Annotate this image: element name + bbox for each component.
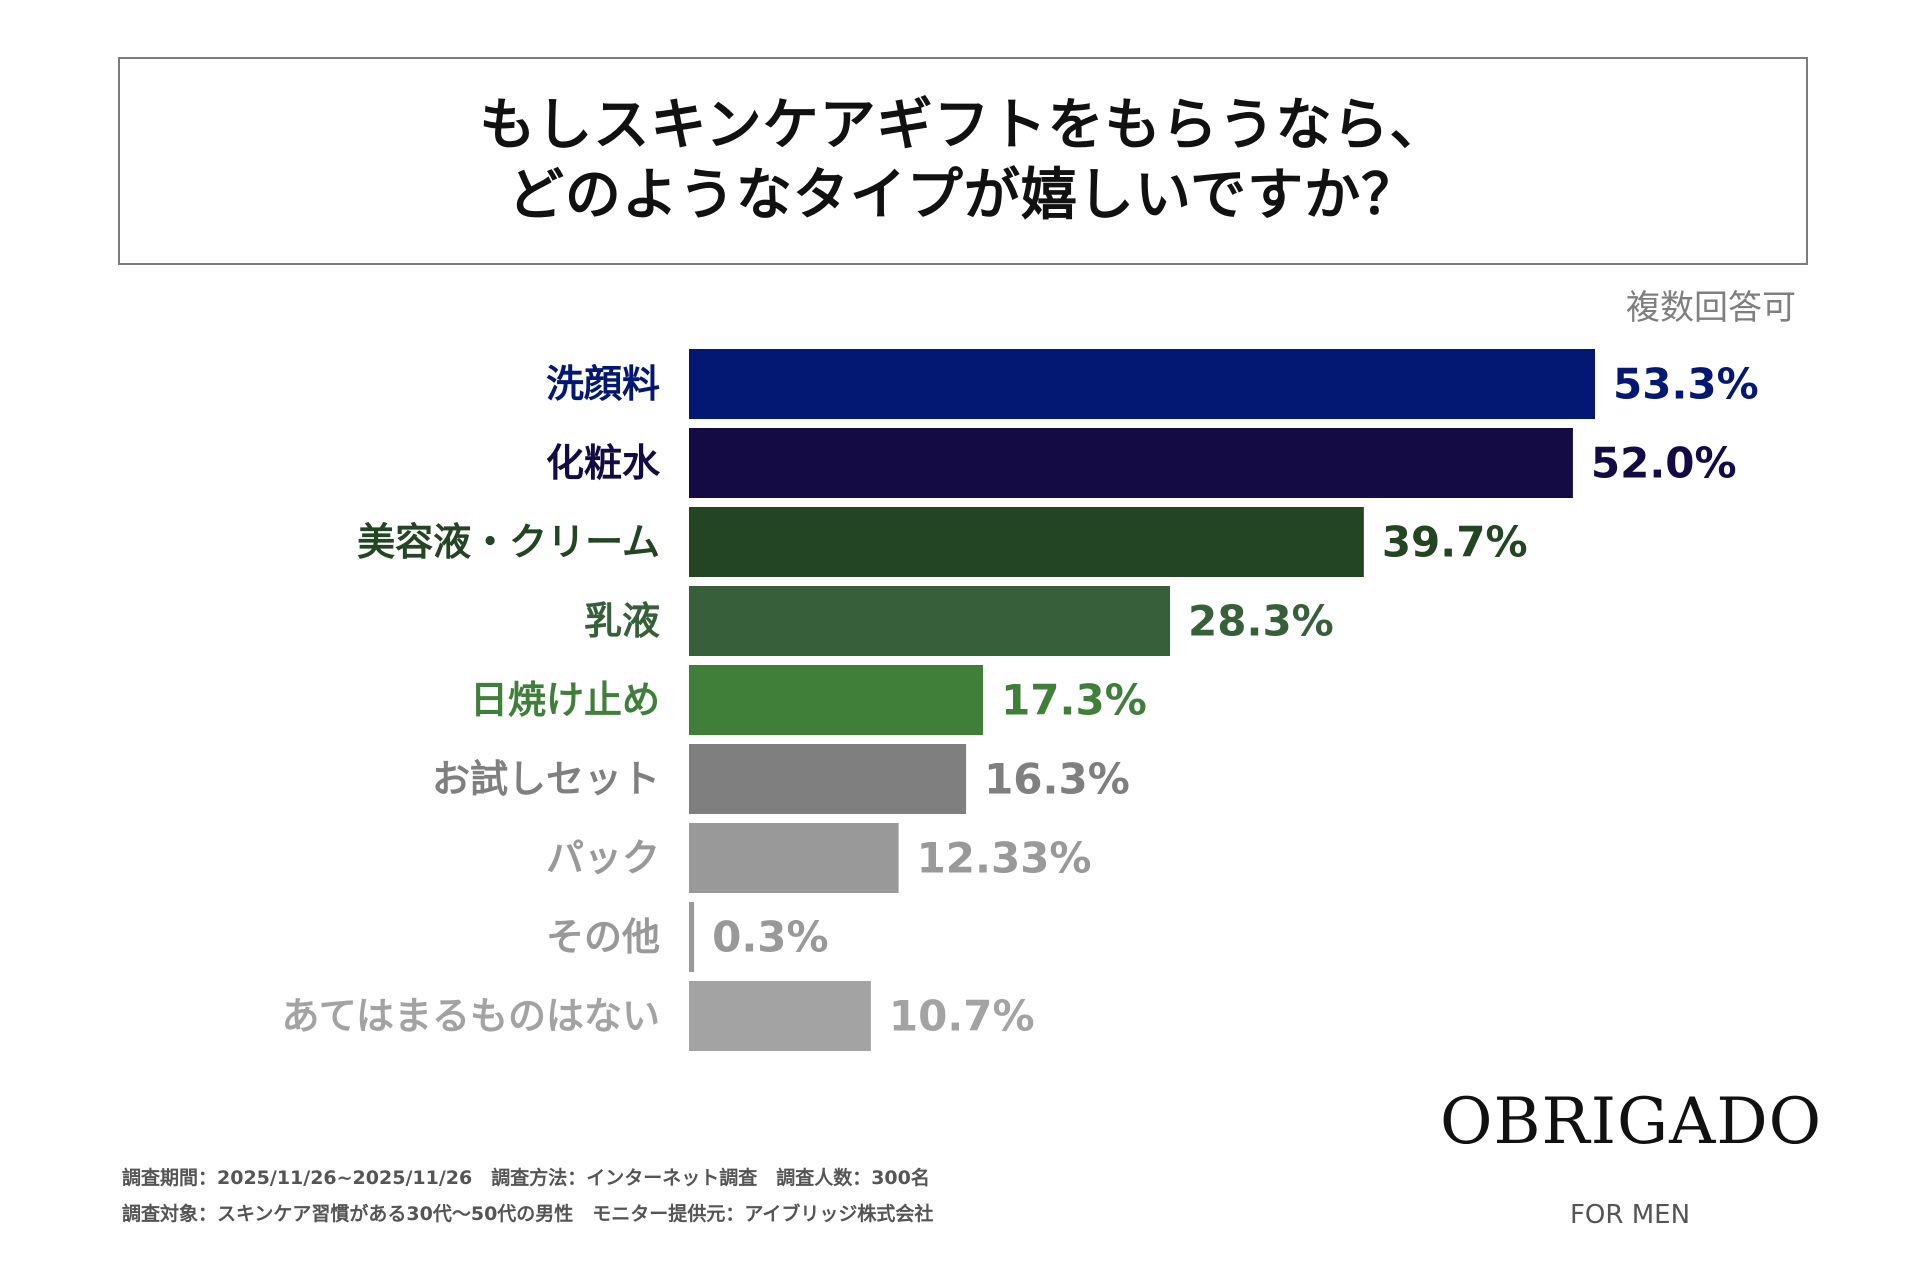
value-label: 39.7% [1382,518,1528,567]
bar [689,349,1595,419]
bar [689,823,899,893]
category-label: 乳液 [584,599,660,643]
title-box: もしスキンケアギフトをもらうなら、 どのようなタイプが嬉しいですか？ [118,57,1808,265]
value-label: 0.3% [712,913,828,962]
category-label: 洗顔料 [546,362,660,406]
survey-footer: 調査期間：2025/11/26~2025/11/26 調査方法：インターネット調… [122,1160,933,1232]
title-line-2: どのようなタイプが嬉しいですか？ [507,163,1419,228]
bar [689,902,695,972]
bar [689,981,871,1051]
survey-target-line: 調査対象：スキンケア習慣がある30代〜50代の男性 モニター提供元：アイブリッジ… [122,1203,934,1225]
title-line-1: もしスキンケアギフトをもらうなら、 [479,93,1447,158]
multiple-answers-note: 複数回答可 [1626,288,1796,328]
value-label: 17.3% [1001,676,1147,725]
bar [689,507,1364,577]
category-label: お試しセット [432,757,660,801]
value-label: 16.3% [984,755,1130,804]
survey-period-line: 調査期間：2025/11/26~2025/11/26 調査方法：インターネット調… [122,1167,930,1189]
category-label: その他 [546,915,660,959]
brand-subtitle: FOR MEN [1569,1200,1691,1230]
bar [689,744,967,814]
bar [689,428,1573,498]
category-label: パック [546,836,660,880]
bar-chart: 洗顔料 53.3% 化粧水 52.0% 美容液・クリーム 39.7% 乳液 28.3% 日焼け止… [282,349,1759,1051]
value-label: 53.3% [1613,360,1759,409]
value-label: 52.0% [1591,439,1737,488]
brand-logo: OBRIGADO [1440,1085,1823,1159]
category-label: 美容液・クリーム [357,520,660,564]
value-label: 12.33% [917,834,1092,883]
category-label: あてはまるものはない [282,994,660,1038]
value-label: 28.3% [1188,597,1334,646]
value-label: 10.7% [889,992,1035,1041]
bar [689,586,1171,656]
category-label: 日焼け止め [470,678,660,722]
bar [689,665,984,735]
category-label: 化粧水 [546,441,661,485]
